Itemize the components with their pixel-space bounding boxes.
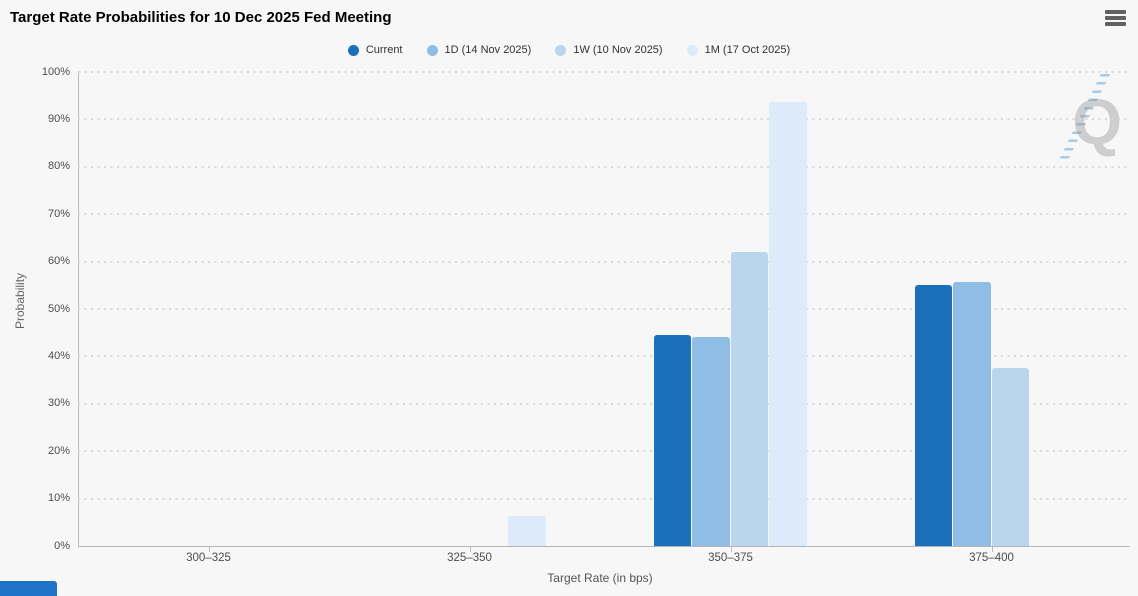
legend-label: 1W (10 Nov 2025) [573, 44, 663, 56]
bar-1d-375-400[interactable] [953, 282, 991, 546]
y-axis-tick-labels: 0% 10% 20% 30% 40% 50% 60% 70% 80% 90% 100% [0, 0, 70, 596]
gridline [78, 355, 1130, 358]
plot-area [78, 71, 1130, 552]
gridline [78, 450, 1130, 453]
hamburger-icon [1104, 16, 1126, 20]
x-tick-label: 300–325 [186, 552, 231, 564]
x-axis-tick [730, 547, 732, 552]
legend-item-1w[interactable]: 1W (10 Nov 2025) [555, 44, 663, 56]
y-tick-label: 70% [47, 207, 70, 220]
legend-label: Current [365, 44, 403, 56]
legend-item-current[interactable]: Current [347, 44, 403, 56]
x-axis-tick [991, 547, 993, 552]
x-tick-label: 375–400 [969, 552, 1014, 564]
y-tick-label: 90% [47, 112, 70, 125]
bar-1w-375-400[interactable] [991, 368, 1029, 546]
x-axis-tick-labels: 300–325 325–350 350–375 375–400 [78, 552, 1122, 568]
legend-marker-icon [426, 44, 438, 56]
chart-context-menu-button[interactable] [1103, 10, 1127, 28]
y-tick-label: 100% [41, 65, 70, 78]
y-tick-label: 50% [47, 302, 70, 315]
bar-1w-350-375[interactable] [730, 251, 768, 546]
bar-current-350-375[interactable] [653, 334, 691, 546]
hamburger-icon [1104, 10, 1126, 14]
y-tick-label: 80% [47, 160, 70, 173]
y-tick-label: 60% [47, 255, 70, 268]
legend-item-1m[interactable]: 1M (17 Oct 2025) [686, 44, 791, 56]
x-axis-tick [469, 547, 471, 552]
gridline [78, 118, 1130, 121]
legend-item-1d[interactable]: 1D (14 Nov 2025) [426, 44, 532, 56]
y-tick-label: 30% [47, 397, 70, 410]
gridline [78, 402, 1130, 405]
y-tick-label: 40% [47, 349, 70, 362]
bar-1m-325-350[interactable] [508, 516, 546, 546]
x-axis-tick [208, 547, 210, 552]
y-tick-label: 20% [47, 444, 70, 457]
gridline [78, 497, 1130, 500]
legend-label: 1M (17 Oct 2025) [704, 44, 791, 56]
x-axis-title: Target Rate (in bps) [547, 571, 653, 585]
chart-legend: Current 1D (14 Nov 2025) 1W (10 Nov 2025) 1… [0, 44, 1138, 56]
chart-title: Target Rate Probabilities for 10 Dec 202… [10, 9, 392, 26]
gridline [78, 213, 1130, 216]
legend-marker-icon [347, 44, 359, 56]
legend-marker-icon [686, 44, 698, 56]
gridline [78, 260, 1130, 263]
bar-1d-350-375[interactable] [692, 336, 730, 546]
legend-marker-icon [555, 44, 567, 56]
bottom-left-button-fragment[interactable] [0, 581, 57, 596]
bar-1m-350-375[interactable] [769, 101, 807, 546]
x-axis-line [78, 546, 1130, 547]
y-tick-label: 0% [54, 539, 70, 552]
legend-label: 1D (14 Nov 2025) [444, 44, 532, 56]
hamburger-icon [1104, 22, 1126, 26]
gridline [78, 308, 1130, 310]
y-tick-label: 10% [47, 492, 70, 505]
gridline [78, 71, 1130, 73]
bar-current-375-400[interactable] [914, 284, 952, 546]
x-tick-label: 350–375 [708, 552, 753, 564]
gridline [78, 165, 1130, 168]
x-tick-label: 325–350 [447, 552, 492, 564]
